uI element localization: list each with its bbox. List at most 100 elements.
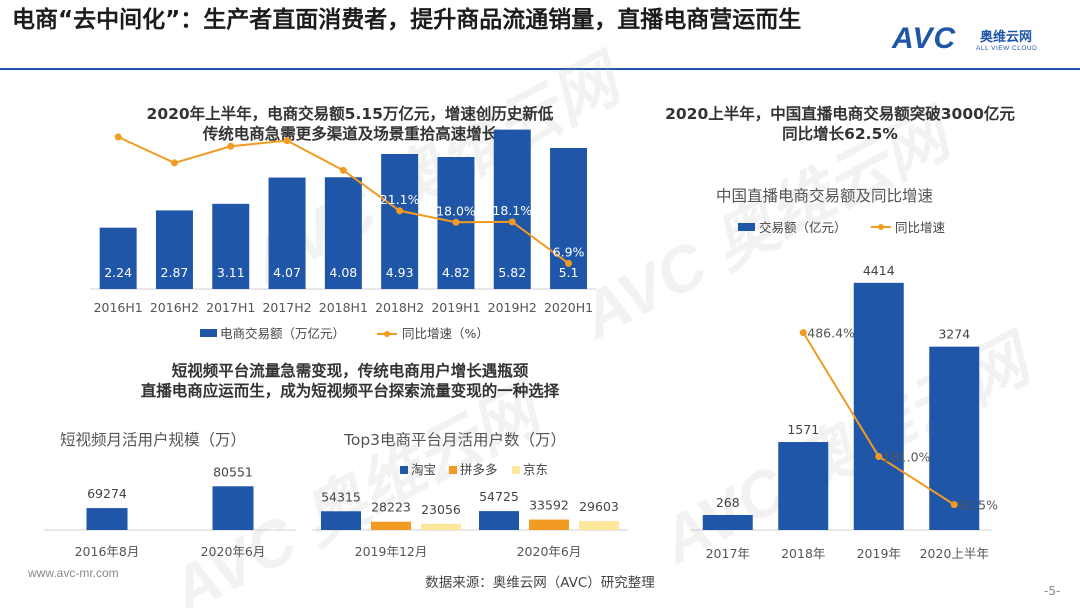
subtitle-line: 短视频平台流量急需变现，传统电商用户增长遇瓶颈 (171, 362, 529, 380)
growth-point (283, 137, 291, 145)
logo-name-cn: 奥维云网 (980, 30, 1033, 45)
right-top-subtitle: 2020上半年，中国直播电商交易额突破3000亿元 同比增长62.5% (620, 104, 1060, 144)
growth-point (875, 453, 883, 461)
legend-bar-swatch (738, 223, 755, 231)
legend-label: 交易额（亿元） (759, 220, 847, 235)
bar-value-label: 4.07 (273, 265, 301, 280)
bar-value-label: 3274 (938, 327, 970, 342)
legend-label: 同比增速 (895, 220, 946, 235)
subtitle-line: 同比增长62.5% (782, 125, 898, 143)
bar (155, 210, 193, 289)
growth-point (114, 133, 122, 141)
x-tick-label: 2016H2 (150, 300, 199, 315)
legend-label: 京东 (523, 462, 548, 477)
page-number: -5- (1044, 584, 1061, 598)
legend-label: 拼多多 (460, 462, 498, 477)
bar-value-label: 5.1 (559, 265, 579, 280)
bar-value-label: 4.93 (386, 265, 414, 280)
growth-point (170, 159, 178, 167)
x-tick-label: 2020年6月 (517, 544, 582, 559)
growth-label: 6.9% (553, 244, 585, 259)
growth-point (396, 207, 404, 215)
legend-bar-swatch (200, 329, 217, 337)
avc-logo: AVC 奥维云网 ALL VIEW CLOUD (892, 22, 1062, 62)
bar-value-label: 2.87 (161, 265, 189, 280)
growth-label: 181.0% (883, 450, 931, 465)
bar (321, 511, 361, 530)
bar-value-label: 28223 (371, 500, 411, 515)
x-tick-label: 2017H2 (262, 300, 311, 315)
growth-label: 21.1% (380, 192, 420, 207)
left-bottom-subtitle: 短视频平台流量急需变现，传统电商用户增长遇瓶颈 直播电商应运而生，成为短视频平台… (40, 361, 660, 401)
bar (778, 442, 829, 530)
bar (268, 177, 306, 289)
bar (579, 521, 619, 530)
x-tick-label: 2020H1 (544, 300, 593, 315)
legend-swatch (512, 466, 520, 474)
growth-point (227, 142, 235, 150)
x-tick-label: 2019年12月 (355, 544, 428, 559)
legend-line-marker (384, 331, 390, 337)
bar (371, 521, 411, 530)
bar-value-label: 54725 (479, 489, 519, 504)
x-tick-label: 2020上半年 (920, 546, 989, 561)
growth-label: 18.1% (492, 203, 532, 218)
bar-value-label: 1571 (787, 422, 819, 437)
bar-value-label: 2.24 (104, 265, 132, 280)
x-tick-label: 2020年6月 (201, 544, 266, 559)
subtitle-line: 直播电商应运而生，成为短视频平台探索流量变现的一种选择 (140, 382, 560, 400)
bar (99, 227, 137, 289)
short-video-chart-title: 短视频月活用户规模（万） (60, 431, 247, 449)
growth-label: 62.5% (958, 498, 998, 513)
bar (212, 203, 250, 289)
growth-point (452, 218, 460, 226)
bar (529, 519, 569, 530)
bar-value-label: 69274 (87, 486, 127, 501)
x-tick-label: 2018H1 (319, 300, 368, 315)
bar (479, 511, 519, 530)
growth-point (950, 501, 958, 509)
bar (86, 508, 128, 530)
data-source: 数据来源：奥维云网（AVC）研究整理 (425, 575, 655, 591)
x-tick-label: 2017H1 (206, 300, 255, 315)
growth-point (565, 259, 573, 267)
x-tick-label: 2019H2 (488, 300, 537, 315)
legend-line-marker (878, 224, 884, 230)
x-tick-label: 2016年8月 (75, 544, 140, 559)
bar-value-label: 4.82 (442, 265, 470, 280)
growth-label: 486.4% (807, 326, 855, 341)
legend-swatch (400, 466, 408, 474)
bar (929, 346, 980, 530)
bar-value-label: 3.11 (217, 265, 245, 280)
growth-label: 18.0% (436, 203, 476, 218)
bar-value-label: 33592 (529, 498, 569, 513)
top3-chart-title: Top3电商平台月活用户数（万） (344, 431, 567, 449)
header-divider (0, 68, 1080, 70)
subtitle-line: 2020上半年，中国直播电商交易额突破3000亿元 (665, 105, 1015, 123)
x-tick-label: 2017年 (706, 546, 750, 561)
logo-name-en: ALL VIEW CLOUD (976, 45, 1038, 52)
growth-point (339, 166, 347, 174)
bar-value-label: 23056 (421, 502, 461, 517)
legend-label: 同比增速（%） (402, 326, 489, 341)
growth-point (508, 218, 516, 226)
bar (702, 514, 753, 530)
x-tick-label: 2019H1 (431, 300, 480, 315)
bar-value-label: 5.82 (498, 265, 526, 280)
bar-value-label: 80551 (213, 464, 253, 479)
x-tick-label: 2016H1 (94, 300, 143, 315)
bar (493, 129, 531, 289)
subtitle-line: 2020年上半年，电商交易额5.15万亿元，增速创历史新低 (146, 105, 554, 123)
bar (381, 153, 419, 289)
footer-url[interactable]: www.avc-mr.com (28, 566, 119, 580)
bar (421, 523, 461, 530)
growth-point (799, 329, 807, 337)
x-tick-label: 2018H2 (375, 300, 424, 315)
bar-value-label: 54315 (321, 489, 361, 504)
logo-brand: AVC (892, 22, 957, 55)
legend-label: 淘宝 (411, 462, 436, 477)
bar-value-label: 4414 (863, 263, 895, 278)
bar (853, 282, 904, 530)
page-title: 电商“去中间化”：生产者直面消费者，提升商品流通销量，直播电商营运而生 (12, 7, 802, 33)
